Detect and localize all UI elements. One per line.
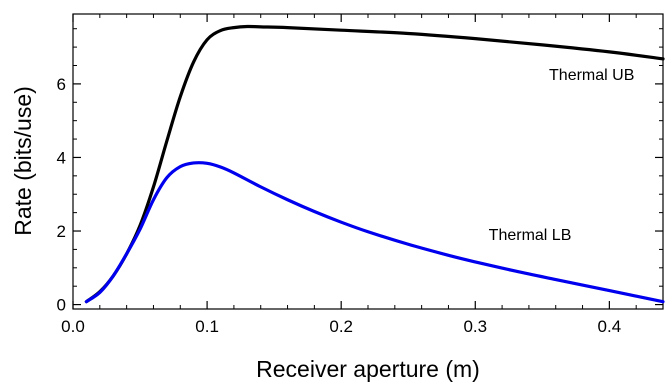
series-lines xyxy=(84,24,665,304)
y-tick-label: 4 xyxy=(57,148,66,167)
x-tick-label: 0.0 xyxy=(61,317,85,336)
y-axis-title: Rate (bits/use) xyxy=(10,86,36,236)
y-tick-labels: 0 2 4 6 xyxy=(57,75,66,315)
annotations: Thermal UB Thermal LB xyxy=(489,67,635,244)
x-tick-label: 0.1 xyxy=(195,317,219,336)
series-line-thermal-lb xyxy=(84,161,665,304)
x-tick-labels: 0.0 0.1 0.2 0.3 0.4 xyxy=(61,317,621,336)
series-annotation: Thermal LB xyxy=(489,227,572,244)
x-tick-label: 0.3 xyxy=(463,317,487,336)
y-tick-label: 6 xyxy=(57,75,66,94)
minor-ticks xyxy=(73,14,663,309)
x-tick-label: 0.4 xyxy=(598,317,622,336)
x-axis-title: Receiver aperture (m) xyxy=(256,356,480,382)
series-annotation: Thermal UB xyxy=(549,67,634,84)
x-tick-label: 0.2 xyxy=(329,317,353,336)
major-ticks xyxy=(72,14,663,309)
y-tick-label: 0 xyxy=(57,296,66,315)
y-tick-label: 2 xyxy=(57,222,66,241)
